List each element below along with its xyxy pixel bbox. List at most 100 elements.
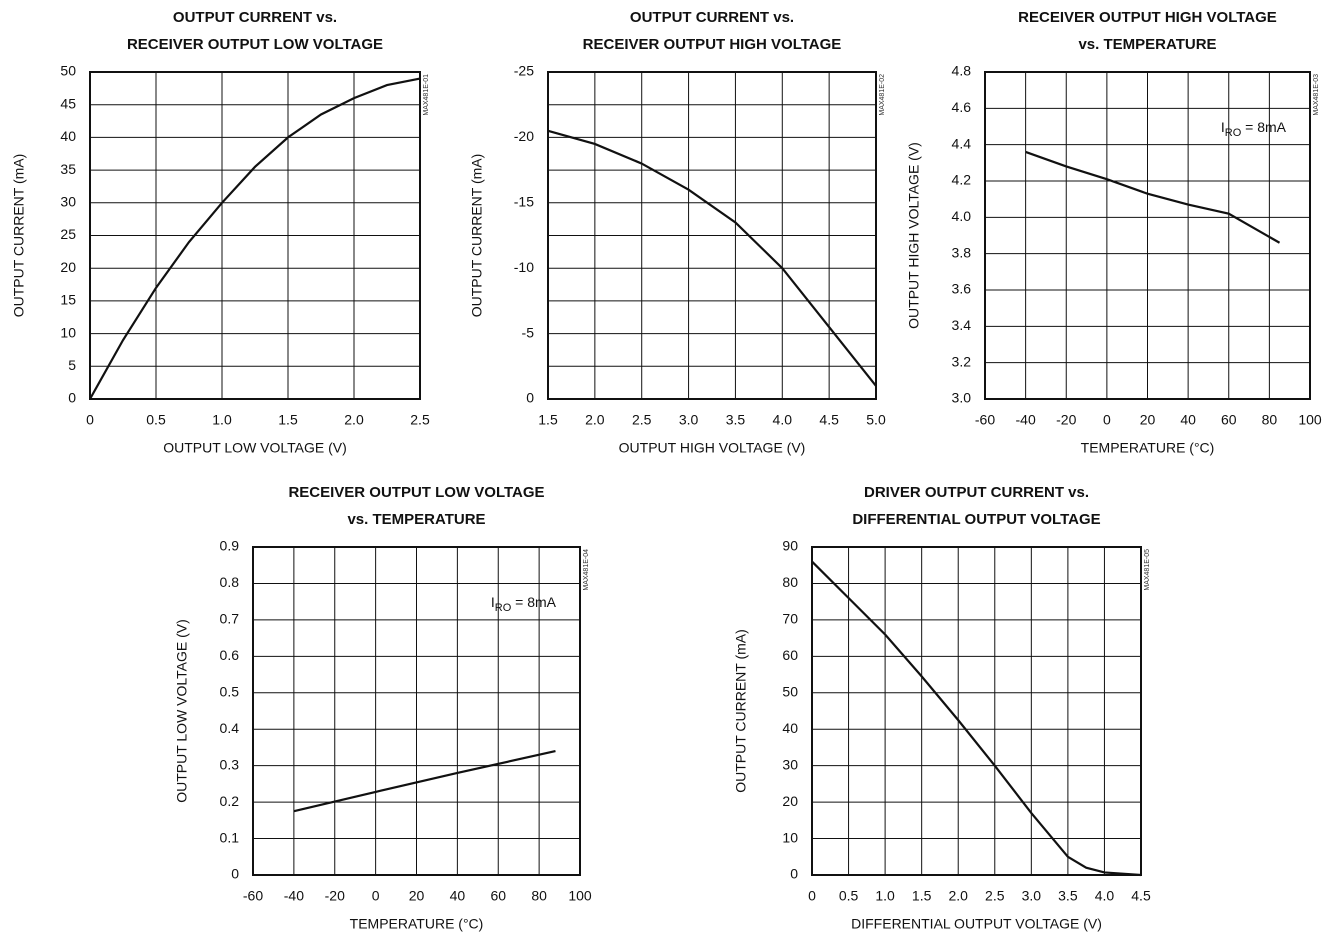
figure-id: MAX481E-03	[1313, 74, 1320, 116]
y-tick-label: 80	[782, 574, 798, 590]
y-tick-label: 0.8	[220, 574, 240, 590]
chart-title: vs. TEMPERATURE	[1078, 36, 1216, 53]
data-line	[547, 129, 877, 387]
y-tick-label: 30	[60, 194, 76, 210]
data-line	[293, 750, 556, 813]
y-tick-label: 10	[782, 829, 798, 845]
annotation-sub: RO	[495, 602, 512, 614]
annotation-main: I	[1221, 119, 1225, 135]
x-tick-label: -40	[284, 888, 304, 904]
x-tick-label: 40	[450, 888, 466, 904]
x-tick-label: 80	[1262, 412, 1278, 428]
chart-title: RECEIVER OUTPUT LOW VOLTAGE	[127, 36, 383, 53]
x-tick-label: 3.5	[1058, 888, 1078, 904]
plot-frame	[252, 546, 581, 876]
annotation: IRO = 8mA	[491, 594, 557, 614]
x-axis-label: TEMPERATURE (°C)	[350, 916, 484, 932]
y-tick-label: -15	[514, 194, 534, 210]
x-tick-label: 1.5	[912, 888, 932, 904]
annotation-main: I	[491, 594, 495, 610]
x-tick-label: 0	[86, 412, 94, 428]
y-tick-label: 15	[60, 292, 76, 308]
x-tick-label: 2.5	[410, 412, 430, 428]
x-tick-label: 0.5	[146, 412, 166, 428]
y-tick-label: 10	[60, 324, 76, 340]
y-tick-label: 0	[526, 390, 534, 406]
y-tick-label: 3.2	[952, 353, 972, 369]
y-tick-label: 0.3	[220, 756, 240, 772]
y-tick-label: 0.1	[220, 829, 240, 845]
y-tick-label: 3.0	[952, 390, 972, 406]
y-tick-label: 40	[782, 720, 798, 736]
x-tick-label: 3.0	[679, 412, 699, 428]
x-tick-label: 2.5	[985, 888, 1005, 904]
x-tick-label: 80	[531, 888, 547, 904]
y-tick-label: 50	[782, 683, 798, 699]
x-tick-label: 2.0	[948, 888, 968, 904]
x-tick-label: -60	[243, 888, 263, 904]
y-tick-label: 4.8	[952, 63, 972, 79]
y-tick-label: 0.5	[220, 683, 240, 699]
chart-title: OUTPUT CURRENT vs.	[630, 9, 794, 26]
x-tick-label: 3.5	[726, 412, 746, 428]
y-tick-label: 3.8	[952, 244, 972, 260]
y-axis-label: OUTPUT CURRENT (mA)	[733, 629, 749, 793]
x-tick-label: 3.0	[1022, 888, 1042, 904]
annotation-sub: RO	[1225, 127, 1242, 139]
x-tick-label: 40	[1180, 412, 1196, 428]
y-tick-label: 3.6	[952, 281, 972, 297]
y-axis-label: OUTPUT CURRENT (mA)	[11, 154, 27, 318]
y-tick-label: 0.6	[220, 647, 240, 663]
x-axis-label: OUTPUT HIGH VOLTAGE (V)	[619, 440, 806, 456]
y-tick-label: 4.2	[952, 172, 972, 188]
x-tick-label: 4.5	[1131, 888, 1151, 904]
plot-frame	[89, 71, 421, 400]
y-tick-label: 3.4	[952, 317, 972, 333]
y-tick-label: -5	[522, 324, 535, 340]
x-tick-label: 2.0	[585, 412, 605, 428]
plot-frame	[547, 71, 877, 400]
y-tick-label: 50	[60, 63, 76, 79]
x-tick-label: 20	[409, 888, 425, 904]
data-line	[89, 77, 421, 400]
figure-id: MAX481E-02	[879, 74, 886, 116]
x-tick-label: 1.5	[278, 412, 298, 428]
chart-title: DIFFERENTIAL OUTPUT VOLTAGE	[852, 511, 1100, 528]
y-tick-label: 0.7	[220, 611, 240, 627]
x-tick-label: -60	[975, 412, 995, 428]
x-tick-label: 0.5	[839, 888, 859, 904]
y-tick-label: 5	[68, 357, 76, 373]
y-tick-label: 35	[60, 161, 76, 177]
y-tick-label: 0.4	[220, 720, 240, 736]
chart-title: RECEIVER OUTPUT HIGH VOLTAGE	[1018, 9, 1277, 26]
x-tick-label: 1.0	[875, 888, 895, 904]
figure-id: MAX481E-04	[583, 549, 590, 591]
y-tick-label: -25	[514, 63, 534, 79]
x-tick-label: 60	[490, 888, 506, 904]
x-tick-label: 4.0	[773, 412, 793, 428]
x-tick-label: 4.0	[1095, 888, 1115, 904]
y-tick-label: 4.6	[952, 99, 972, 115]
x-tick-label: -20	[325, 888, 345, 904]
chart-title: RECEIVER OUTPUT LOW VOLTAGE	[288, 484, 544, 501]
annotation-rest: = 8mA	[511, 594, 556, 610]
y-tick-label: 0	[231, 866, 239, 882]
y-tick-label: 25	[60, 226, 76, 242]
plot-frame	[811, 546, 1142, 876]
y-tick-label: 70	[782, 611, 798, 627]
x-tick-label: 60	[1221, 412, 1237, 428]
x-tick-label: 100	[1298, 412, 1322, 428]
x-tick-label: 0	[372, 888, 380, 904]
y-tick-label: 0.9	[220, 538, 240, 554]
y-tick-label: 30	[782, 756, 798, 772]
y-tick-label: -20	[514, 128, 534, 144]
chart-title: RECEIVER OUTPUT HIGH VOLTAGE	[583, 36, 842, 53]
y-axis-label: OUTPUT HIGH VOLTAGE (V)	[906, 142, 922, 329]
plot-frame	[984, 71, 1311, 400]
y-tick-label: 90	[782, 538, 798, 554]
chart-title: vs. TEMPERATURE	[347, 511, 485, 528]
x-tick-label: -40	[1016, 412, 1036, 428]
y-axis-label: OUTPUT LOW VOLTAGE (V)	[174, 619, 190, 803]
x-tick-label: 2.0	[344, 412, 364, 428]
